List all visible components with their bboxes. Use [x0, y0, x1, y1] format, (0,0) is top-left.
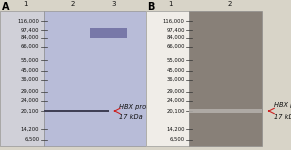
Text: 55,000: 55,000 — [166, 57, 185, 63]
Bar — [189, 109, 262, 113]
Text: 97,400: 97,400 — [21, 27, 39, 33]
Text: 17 kDa: 17 kDa — [119, 114, 143, 120]
Text: B: B — [147, 2, 154, 12]
Text: HBX protein: HBX protein — [274, 102, 291, 108]
Text: 29,000: 29,000 — [21, 89, 39, 94]
Text: 45,000: 45,000 — [21, 68, 39, 73]
Bar — [44, 110, 109, 112]
Text: 3: 3 — [111, 2, 116, 8]
Bar — [146, 11, 189, 146]
Text: 29,000: 29,000 — [166, 89, 185, 94]
Text: 14,200: 14,200 — [21, 126, 39, 132]
Text: 1: 1 — [23, 2, 28, 8]
Text: 116,000: 116,000 — [163, 18, 185, 24]
Text: 20,100: 20,100 — [21, 108, 39, 114]
Text: 36,000: 36,000 — [166, 77, 185, 82]
Text: 84,000: 84,000 — [21, 35, 39, 40]
Text: 17 kDa: 17 kDa — [274, 114, 291, 120]
Text: 1: 1 — [169, 2, 173, 8]
Bar — [189, 11, 262, 146]
Text: 84,000: 84,000 — [166, 35, 185, 40]
Bar — [0, 11, 44, 146]
Bar — [90, 28, 127, 38]
Text: 116,000: 116,000 — [17, 18, 39, 24]
Text: A: A — [1, 2, 9, 12]
Text: 2: 2 — [70, 2, 75, 8]
Text: 2: 2 — [228, 2, 232, 8]
Text: 66,000: 66,000 — [21, 44, 39, 49]
Text: 6,500: 6,500 — [170, 137, 185, 142]
Text: 24,000: 24,000 — [21, 98, 39, 103]
Text: 55,000: 55,000 — [21, 57, 39, 63]
Text: 24,000: 24,000 — [166, 98, 185, 103]
Text: 6,500: 6,500 — [24, 137, 39, 142]
Text: 36,000: 36,000 — [21, 77, 39, 82]
Text: 45,000: 45,000 — [166, 68, 185, 73]
Text: 66,000: 66,000 — [166, 44, 185, 49]
Text: HBX protein: HBX protein — [119, 103, 159, 109]
Text: 20,100: 20,100 — [166, 108, 185, 114]
Text: 14,200: 14,200 — [166, 126, 185, 132]
Bar — [44, 11, 146, 146]
Text: 97,400: 97,400 — [166, 27, 185, 33]
